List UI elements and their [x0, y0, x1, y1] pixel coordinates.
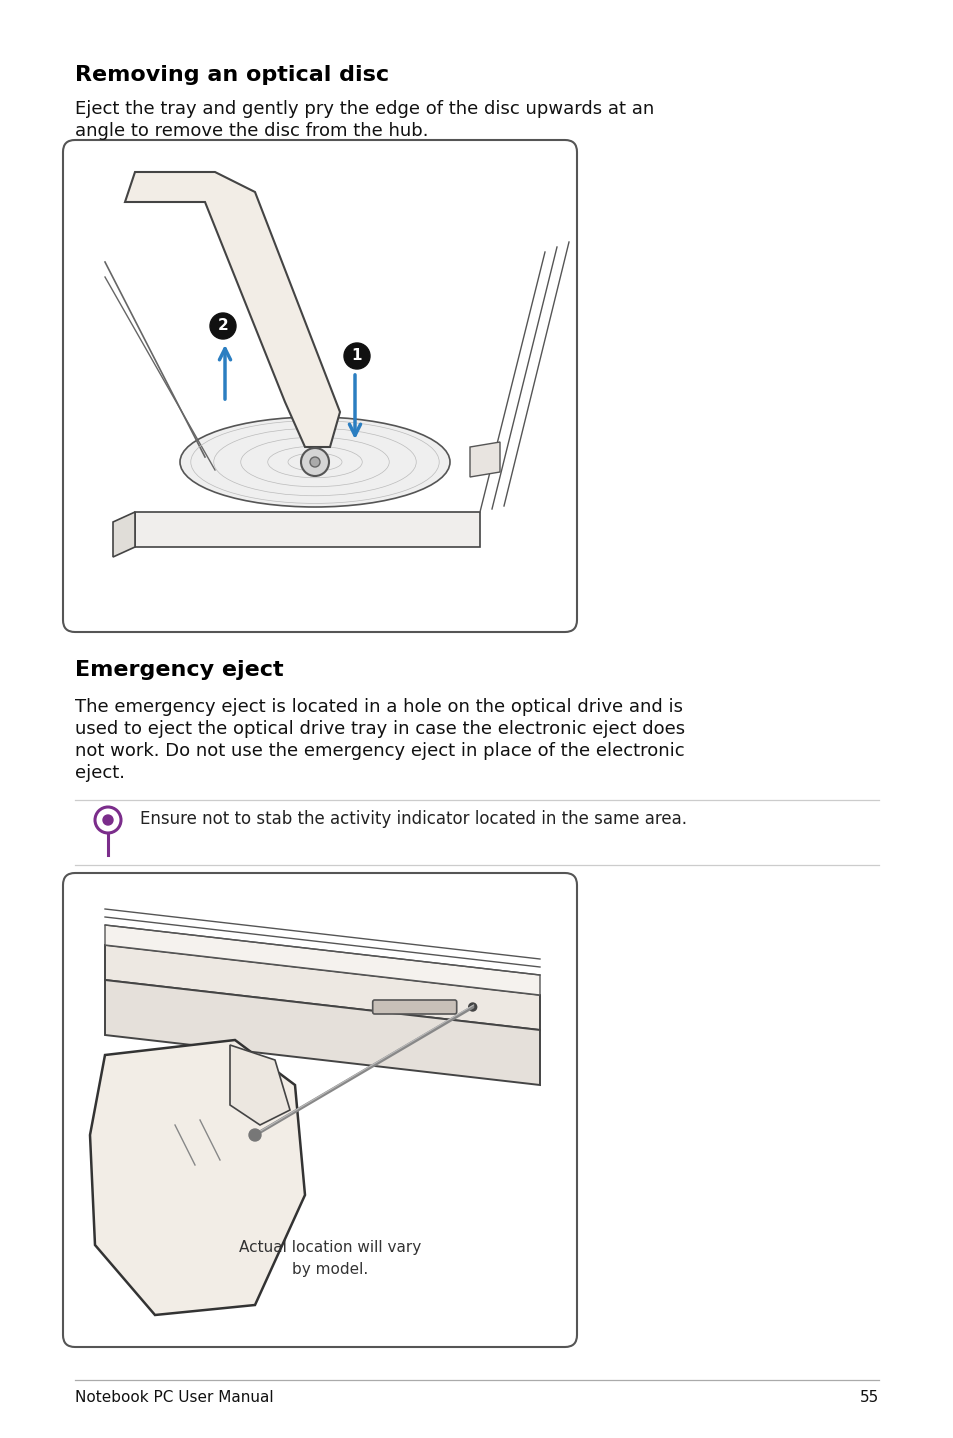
FancyBboxPatch shape — [63, 873, 577, 1347]
Polygon shape — [105, 981, 539, 1086]
Text: Notebook PC User Manual: Notebook PC User Manual — [75, 1391, 274, 1405]
Text: Emergency eject: Emergency eject — [75, 660, 283, 680]
Ellipse shape — [180, 417, 450, 508]
Text: used to eject the optical drive tray in case the electronic eject does: used to eject the optical drive tray in … — [75, 720, 684, 738]
Polygon shape — [125, 173, 339, 447]
Text: Actual location will vary: Actual location will vary — [238, 1240, 420, 1255]
FancyBboxPatch shape — [373, 999, 456, 1014]
Circle shape — [310, 457, 319, 467]
FancyBboxPatch shape — [63, 139, 577, 631]
Polygon shape — [90, 1040, 305, 1314]
Text: 2: 2 — [217, 318, 228, 334]
Polygon shape — [112, 512, 135, 557]
Text: not work. Do not use the emergency eject in place of the electronic: not work. Do not use the emergency eject… — [75, 742, 684, 761]
Text: 1: 1 — [352, 348, 362, 364]
Text: Ensure not to stab the activity indicator located in the same area.: Ensure not to stab the activity indicato… — [140, 810, 686, 828]
Circle shape — [103, 815, 112, 825]
Polygon shape — [135, 512, 479, 546]
Circle shape — [468, 1002, 476, 1011]
Text: angle to remove the disc from the hub.: angle to remove the disc from the hub. — [75, 122, 428, 139]
Circle shape — [210, 313, 235, 339]
Polygon shape — [105, 925, 539, 995]
Text: eject.: eject. — [75, 764, 125, 782]
Text: 55: 55 — [859, 1391, 878, 1405]
Polygon shape — [105, 945, 539, 1030]
Polygon shape — [230, 1045, 290, 1125]
Circle shape — [249, 1129, 261, 1140]
Polygon shape — [470, 441, 499, 477]
Text: Removing an optical disc: Removing an optical disc — [75, 65, 389, 85]
Text: by model.: by model. — [292, 1263, 368, 1277]
Circle shape — [301, 449, 329, 476]
Text: The emergency eject is located in a hole on the optical drive and is: The emergency eject is located in a hole… — [75, 697, 682, 716]
Text: Eject the tray and gently pry the edge of the disc upwards at an: Eject the tray and gently pry the edge o… — [75, 101, 654, 118]
Circle shape — [344, 344, 370, 370]
